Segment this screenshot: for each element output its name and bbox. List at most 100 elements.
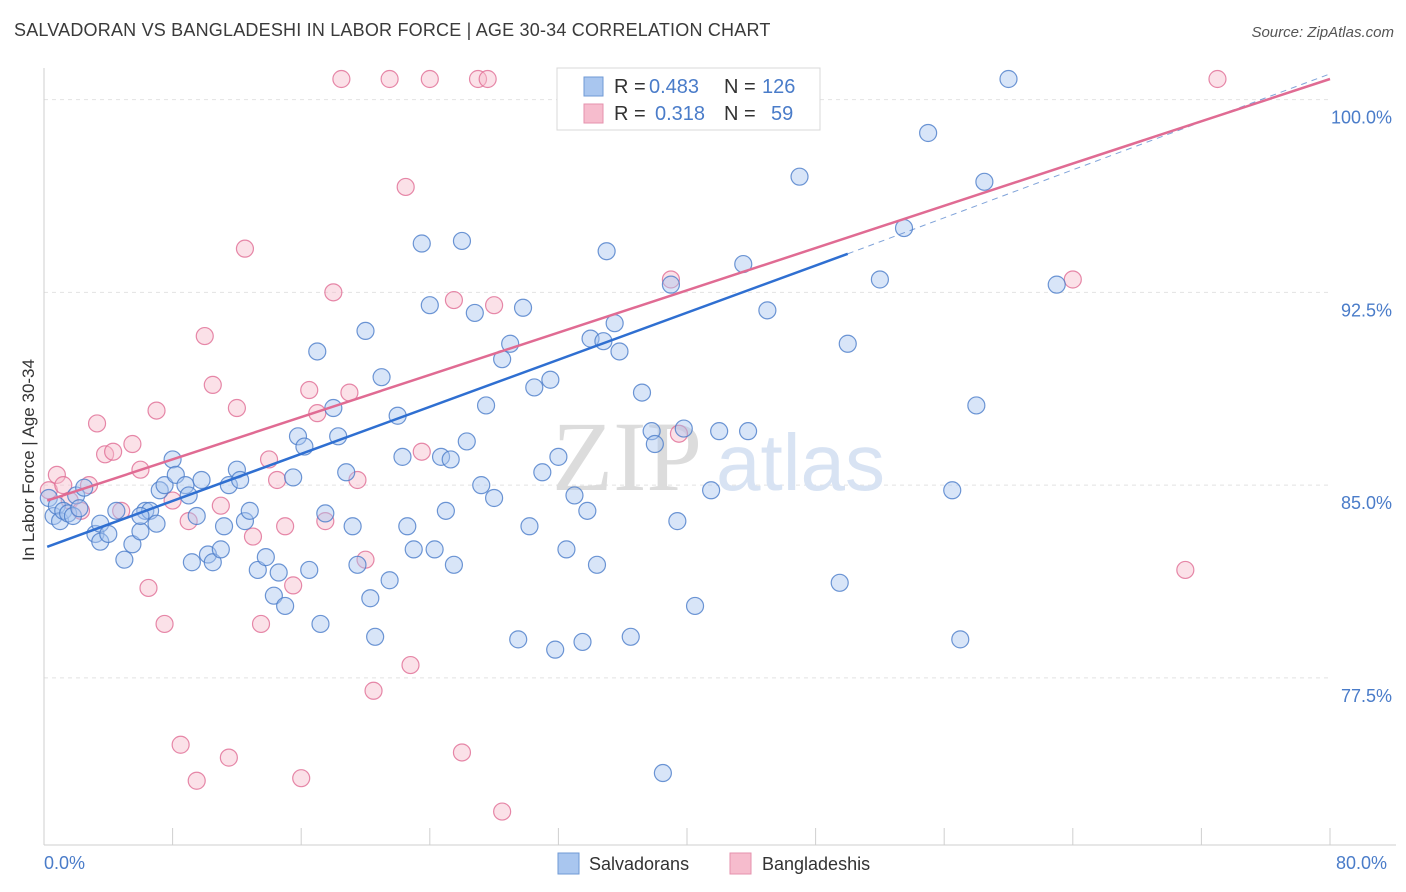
salvadoran-point[interactable]: [444, 555, 464, 574]
bangladeshi-point[interactable]: [276, 517, 295, 536]
salvadoran-point[interactable]: [549, 447, 568, 466]
salvadoran-point[interactable]: [674, 419, 693, 438]
salvadoran-point[interactable]: [99, 524, 118, 544]
salvadoran-point[interactable]: [70, 499, 89, 518]
salvadoran-point[interactable]: [975, 172, 994, 191]
bangladeshi-point[interactable]: [1063, 270, 1082, 289]
bangladeshi-point[interactable]: [308, 404, 327, 423]
salvadoran-point[interactable]: [404, 540, 423, 559]
salvadoran-point[interactable]: [685, 596, 705, 616]
salvadoran-point[interactable]: [465, 303, 484, 323]
salvadoran-point[interactable]: [276, 596, 295, 616]
salvadoran-point[interactable]: [269, 563, 288, 582]
salvadoran-point[interactable]: [420, 296, 439, 315]
salvadoran-point[interactable]: [919, 123, 938, 143]
salvadoran-point[interactable]: [155, 476, 174, 495]
bangladeshi-point[interactable]: [54, 476, 73, 495]
salvadoran-point[interactable]: [441, 450, 460, 469]
salvadoran-point[interactable]: [284, 468, 303, 487]
salvadoran-point[interactable]: [457, 432, 476, 451]
salvadoran-point[interactable]: [472, 476, 491, 495]
salvadoran-point[interactable]: [790, 167, 809, 186]
bangladeshi-point[interactable]: [412, 442, 431, 461]
bangladeshi-point[interactable]: [187, 771, 206, 790]
bangladeshi-point[interactable]: [478, 69, 497, 89]
salvadoran-point[interactable]: [214, 517, 234, 536]
salvadoran-point[interactable]: [758, 301, 777, 320]
bangladeshi-point[interactable]: [235, 239, 255, 258]
salvadoran-point[interactable]: [513, 298, 533, 317]
bangladeshi-point[interactable]: [401, 655, 420, 675]
bangladeshi-point[interactable]: [171, 735, 190, 754]
bangladeshi-point[interactable]: [1208, 69, 1227, 89]
salvadoran-point[interactable]: [702, 481, 721, 500]
salvadoran-point[interactable]: [830, 573, 849, 592]
bangladeshi-point[interactable]: [396, 177, 415, 197]
salvadoran-point[interactable]: [123, 535, 142, 554]
salvadoran-point[interactable]: [573, 632, 592, 652]
salvadoran-point[interactable]: [668, 512, 687, 531]
salvadoran-point[interactable]: [256, 548, 275, 567]
bangladeshi-point[interactable]: [267, 470, 287, 490]
bangladeshi-point[interactable]: [123, 434, 142, 454]
salvadoran-point[interactable]: [870, 270, 890, 289]
salvadoran-point[interactable]: [235, 512, 255, 531]
salvadoran-point[interactable]: [348, 555, 367, 574]
salvadoran-point[interactable]: [951, 630, 970, 649]
bangladeshi-point[interactable]: [669, 424, 689, 443]
bangladeshi-point[interactable]: [444, 290, 464, 310]
bangladeshi-point[interactable]: [87, 414, 107, 433]
salvadoran-point[interactable]: [485, 488, 504, 508]
bottom-label-bangladeshi[interactable]: Bangladeshis: [762, 854, 870, 874]
salvadoran-point[interactable]: [240, 501, 259, 520]
salvadoran-point[interactable]: [308, 342, 327, 361]
salvadoran-point[interactable]: [509, 630, 528, 649]
bangladeshi-point[interactable]: [284, 576, 303, 595]
salvadoran-point[interactable]: [476, 396, 496, 415]
salvadoran-point[interactable]: [311, 614, 330, 634]
salvadoran-point[interactable]: [288, 427, 308, 446]
bottom-label-salvadoran[interactable]: Salvadorans: [589, 854, 689, 874]
salvadoran-point[interactable]: [412, 234, 431, 253]
salvadoran-point[interactable]: [343, 517, 362, 536]
bangladeshi-point[interactable]: [1176, 560, 1195, 580]
salvadoran-point[interactable]: [578, 501, 597, 520]
salvadoran-point[interactable]: [366, 627, 385, 646]
salvadoran-point[interactable]: [361, 589, 380, 608]
salvadoran-point[interactable]: [372, 368, 391, 387]
bangladeshi-point[interactable]: [243, 527, 263, 546]
salvadoran-point[interactable]: [264, 586, 283, 605]
salvadoran-point[interactable]: [176, 476, 195, 495]
salvadoran-point[interactable]: [838, 334, 857, 353]
salvadoran-point[interactable]: [557, 540, 576, 559]
salvadoran-point[interactable]: [337, 463, 356, 482]
salvadoran-point[interactable]: [597, 242, 616, 261]
salvadoran-point[interactable]: [131, 522, 150, 541]
salvadoran-point[interactable]: [107, 501, 126, 520]
bangladeshi-point[interactable]: [661, 270, 681, 289]
bangladeshi-point[interactable]: [316, 512, 335, 531]
salvadoran-point[interactable]: [150, 481, 169, 500]
salvadoran-point[interactable]: [999, 69, 1018, 89]
bangladeshi-point[interactable]: [300, 380, 319, 400]
salvadoran-point[interactable]: [300, 560, 319, 580]
salvadoran-point[interactable]: [621, 627, 640, 646]
bangladeshi-point[interactable]: [104, 442, 123, 461]
salvadoran-point[interactable]: [943, 481, 962, 500]
bangladeshi-point[interactable]: [485, 296, 504, 315]
salvadoran-point[interactable]: [398, 517, 417, 536]
bangladeshi-point[interactable]: [420, 69, 439, 89]
salvadoran-point[interactable]: [661, 275, 681, 294]
salvadoran-point[interactable]: [425, 540, 444, 559]
salvadoran-point[interactable]: [645, 434, 664, 454]
salvadoran-point[interactable]: [533, 463, 552, 482]
bottom-swatch-bangladeshi[interactable]: [729, 852, 752, 875]
salvadoran-point[interactable]: [525, 378, 544, 397]
bangladeshi-point[interactable]: [219, 748, 238, 767]
salvadoran-point[interactable]: [203, 553, 222, 572]
salvadoran-point[interactable]: [192, 470, 211, 490]
bangladeshi-point[interactable]: [493, 802, 512, 821]
bottom-swatch-salvadoran[interactable]: [557, 852, 580, 875]
salvadoran-point[interactable]: [738, 422, 758, 441]
salvadoran-point[interactable]: [710, 422, 729, 441]
